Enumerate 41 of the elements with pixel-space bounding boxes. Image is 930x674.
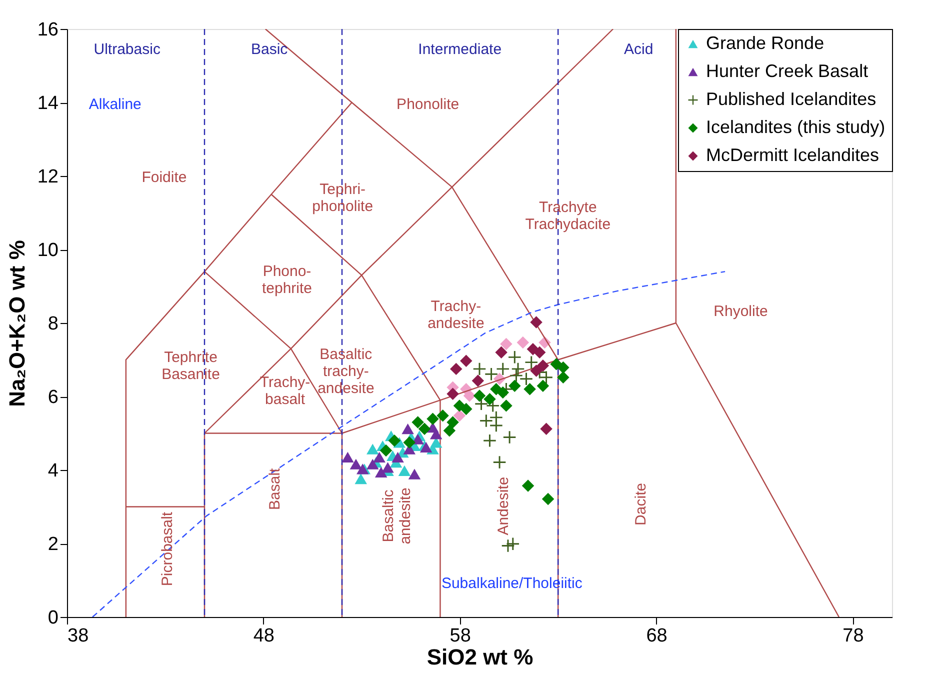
annotation: Basaltic andesite xyxy=(380,488,414,544)
y-tick-label: 12 xyxy=(37,166,58,188)
x-axis-title: SiO2 wt % xyxy=(426,644,534,670)
y-tick-label: 16 xyxy=(37,20,58,40)
annotation: Foidite xyxy=(142,169,187,186)
x-tick-label: 58 xyxy=(450,626,471,646)
annotation: Phono- tephrite xyxy=(262,263,312,298)
annotation: Tephri- phonolite xyxy=(312,180,374,215)
y-axis-title: Na₂O+K₂O wt % xyxy=(4,240,30,407)
annotation: Tephrite Basanite xyxy=(162,349,220,384)
annotation: Basalt xyxy=(266,467,284,510)
annotation: Phonolite xyxy=(396,96,460,113)
annotation: Rhyolite xyxy=(714,302,768,320)
y-tick-label: 2 xyxy=(48,534,58,555)
annotation: Andesite xyxy=(495,476,512,536)
legend-label: Published Icelandites xyxy=(706,89,876,109)
annotation: Dacite xyxy=(632,482,650,526)
y-tick-label: 10 xyxy=(37,240,58,261)
y-tick-label: 0 xyxy=(48,608,58,628)
annotation: Basic xyxy=(250,41,288,58)
annotation: Basaltic trachy- andesite xyxy=(318,346,374,397)
y-tick-label: 8 xyxy=(48,314,58,334)
x-tick-label: 68 xyxy=(646,626,668,646)
legend-label: Hunter Creek Basalt xyxy=(706,61,868,81)
annotation: Trachyte Trachydacite xyxy=(525,198,611,233)
y-tick-label: 4 xyxy=(48,460,59,482)
y-tick-label: 6 xyxy=(48,387,58,408)
y-tick-label: 14 xyxy=(37,93,59,114)
x-tick-label: 38 xyxy=(68,626,89,646)
annotation: Trachy- andesite xyxy=(428,298,484,332)
annotation: Intermediate xyxy=(418,41,502,58)
legend-label: McDermitt Icelandites xyxy=(706,145,880,165)
legend-label: Icelandites (this study) xyxy=(706,117,886,137)
annotation: Ultrabasic xyxy=(94,41,161,58)
x-tick-label: 78 xyxy=(842,626,864,646)
annotation: Picrobasalt xyxy=(159,511,176,586)
legend-label: Grande Ronde xyxy=(706,33,824,53)
annotation: Acid xyxy=(624,41,654,58)
annotation: Alkaline xyxy=(88,96,142,113)
x-tick-label: 48 xyxy=(253,626,274,646)
annotation: Trachy- basalt xyxy=(260,374,310,408)
